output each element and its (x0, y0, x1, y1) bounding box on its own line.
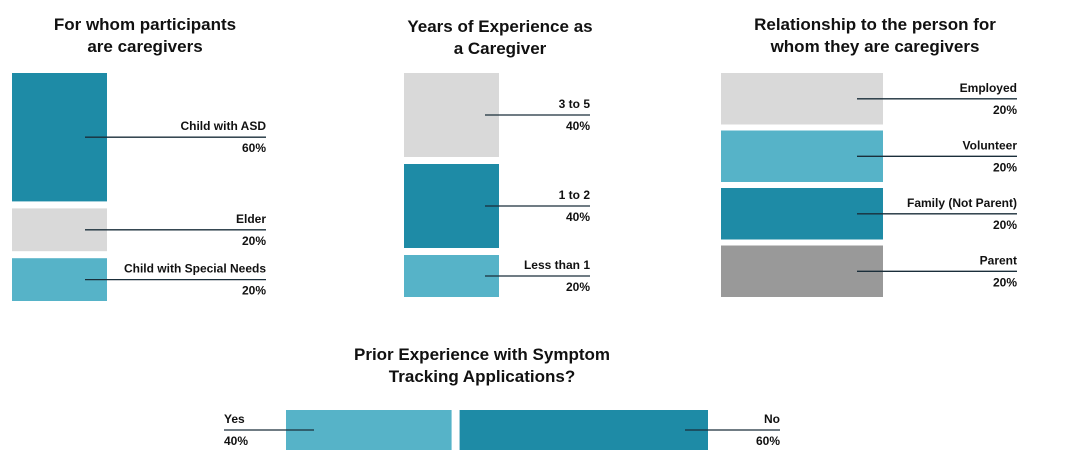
chart2-bar-2 (404, 255, 499, 297)
chart1-category-label-0: Child with ASD (180, 119, 266, 133)
chart2-category-label-2: Less than 1 (524, 258, 590, 272)
chart3-category-label-0: Employed (960, 81, 1017, 95)
chart1-value-label-2: 20% (242, 284, 266, 298)
chart4-category-label-1: No (764, 412, 780, 426)
chart3-value-label-1: 20% (993, 160, 1017, 174)
chart2-bar-1 (404, 164, 499, 248)
chart4-title: Prior Experience with Symptom Tracking A… (322, 344, 642, 388)
chart3-category-label-3: Parent (980, 253, 1017, 267)
chart1-title-line2: are caregivers (87, 37, 203, 56)
chart4-value-label-1: 60% (756, 434, 780, 448)
chart2-value-label-0: 40% (566, 119, 590, 133)
chart3-value-label-0: 20% (993, 103, 1017, 117)
chart3-value-label-3: 20% (993, 275, 1017, 289)
chart4-bar-1 (459, 410, 708, 450)
chart2-category-label-0: 3 to 5 (559, 97, 591, 111)
chart3-category-label-2: Family (Not Parent) (907, 196, 1017, 210)
chart3-title-line1: Relationship to the person for (754, 15, 996, 34)
chart1-value-label-0: 60% (242, 141, 266, 155)
chart2-title: Years of Experience as a Caregiver (375, 16, 625, 60)
chart2-bar-0 (404, 73, 499, 157)
chart3-bar-3 (721, 245, 883, 297)
chart4-category-label-0: Yes (224, 412, 245, 426)
chart2-title-line2: a Caregiver (453, 39, 547, 58)
chart1-title: For whom participants are caregivers (10, 14, 280, 58)
chart2-value-label-2: 20% (566, 280, 590, 294)
chart3-category-label-1: Volunteer (963, 138, 1018, 152)
chart2-title-line1: Years of Experience as (407, 17, 593, 36)
chart3-bar-0 (721, 73, 883, 125)
chart1-title-line1: For whom participants (53, 15, 237, 34)
chart3-bar-1 (721, 130, 883, 182)
chart3-title-line2: whom they are caregivers (770, 37, 980, 56)
chart2-category-label-1: 1 to 2 (559, 188, 591, 202)
chart3-bar-2 (721, 188, 883, 240)
chart1-value-label-1: 20% (242, 234, 266, 248)
chart4-title-line2: Tracking Applications? (388, 367, 576, 386)
chart4-title-line1: Prior Experience with Symptom (353, 345, 610, 364)
chart1-category-label-2: Child with Special Needs (124, 262, 266, 276)
chart3-title: Relationship to the person for whom they… (720, 14, 1030, 58)
chart4-value-label-0: 40% (224, 434, 248, 448)
chart1-category-label-1: Elder (236, 212, 266, 226)
chart2-value-label-1: 40% (566, 210, 590, 224)
chart3-value-label-2: 20% (993, 218, 1017, 232)
